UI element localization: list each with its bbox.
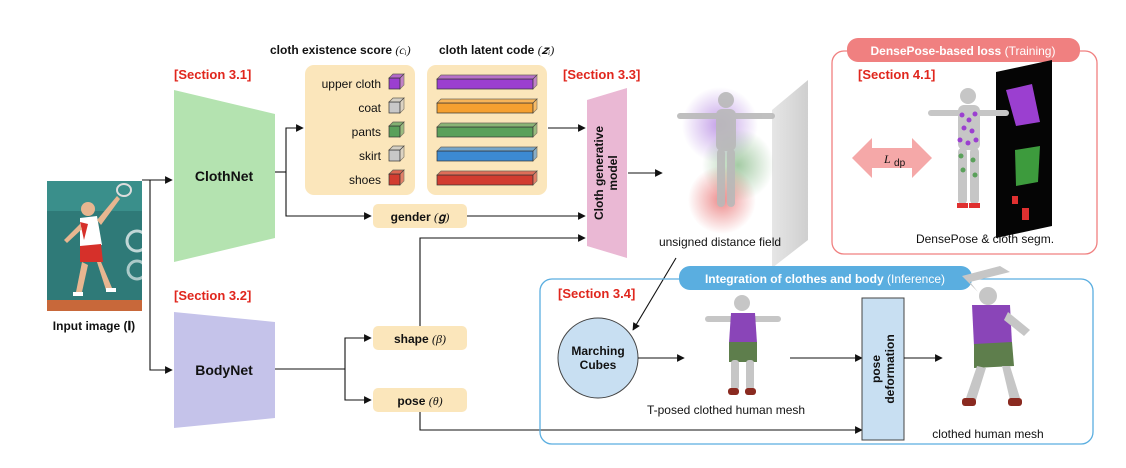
gender-box [373,204,467,228]
pose-deformation-block [861,297,905,441]
generative-model-line2: model [606,155,620,190]
bodynet-label: BodyNet [195,362,253,378]
cloth-latent-title: cloth latent code (𝒛ᵢ) [439,43,554,57]
section-3-4-label: [Section 3.4] [558,286,635,301]
shape-box [373,326,467,350]
tposed-mesh-caption: T-posed clothed human mesh [647,403,805,417]
input-image-caption: Input image (𝐈) [53,319,135,333]
generative-model-line1: Cloth generative [592,126,606,220]
final-mesh-caption: clothed human mesh [932,427,1043,441]
section-3-3-label: [Section 3.3] [563,67,640,82]
cloth-latent-bar [436,170,538,186]
bodynet-output-arrows [275,334,372,404]
final-clothed-mesh [962,266,1030,406]
densepose-caption: DensePose & cloth segm. [916,232,1054,246]
densepose-segmentation-image [928,60,1052,238]
pose-deformation-line1: pose [869,355,883,383]
marching-cubes-line2: Cubes [580,358,617,372]
cloth-latent-bar [436,74,538,90]
section-3-1-label: [Section 3.1] [174,67,251,82]
densepose-loss-double-arrow: L dp [852,138,932,178]
cloth-score-cube [388,145,405,162]
pose-label: pose (θ) [397,394,442,408]
tposed-clothed-mesh [705,295,781,395]
section-3-2-label: [Section 3.2] [174,288,251,303]
loss-symbol: L dp [883,152,906,169]
cloth-latent-list [436,74,538,186]
cloth-score-cube [388,169,405,186]
integration-title: Integration of clothes and body (Inferen… [705,272,945,286]
input-image [47,181,149,311]
shape-to-model-arrow [419,234,586,326]
densepose-title: DensePose-based loss (Training) [871,44,1056,58]
bodynet-block [174,312,275,428]
clothnet-label: ClothNet [195,168,254,184]
section-4-1-label: [Section 4.1] [858,67,935,82]
cloth-score-title: cloth existence score (cᵢ) [270,43,411,57]
cloth-score-panel [305,65,415,195]
cloth-latent-bar [436,98,538,114]
gender-label: gender (𝐠) [391,210,450,224]
udf-visualization [677,80,808,268]
marching-cubes-line1: Marching [571,344,624,358]
cloth-item-label: shoes [349,173,381,187]
cloth-score-cube [388,121,405,138]
cloth-item-label: coat [358,101,381,115]
input-arrows [142,176,173,374]
cloth-item-label: pants [352,125,381,139]
pose-box [373,388,467,412]
clothnet-block [174,90,275,262]
cloth-item-label: upper cloth [322,77,381,91]
cloth-item-label: skirt [359,149,382,163]
udf-caption: unsigned distance field [659,235,781,249]
clothnet-output-arrows [275,124,372,220]
cloth-latent-bar [436,146,538,162]
cloth-score-list: upper cloth coat pants skirt shoes [322,73,405,187]
udf-to-marching-arrow [632,257,677,331]
cloth-score-cube [388,73,405,90]
shape-label: shape (β) [394,332,446,346]
pose-deformation-line2: deformation [883,334,897,403]
integration-title-pill [679,266,972,290]
pose-to-deformation-arrow [419,412,863,434]
densepose-title-pill [847,38,1080,62]
cloth-latent-bar [436,122,538,138]
cloth-score-cube [388,97,405,114]
cloth-generative-model-block [587,88,627,258]
